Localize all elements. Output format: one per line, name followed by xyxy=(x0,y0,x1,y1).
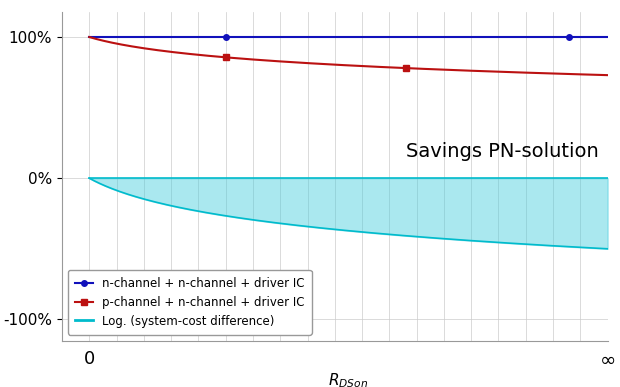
Legend: n-channel + n-channel + driver IC, p-channel + n-channel + driver IC, Log. (syst: n-channel + n-channel + driver IC, p-cha… xyxy=(68,270,312,335)
Text: $R_{DSon}$: $R_{DSon}$ xyxy=(329,372,368,387)
Text: Savings PN-solution: Savings PN-solution xyxy=(405,142,598,161)
Text: 0: 0 xyxy=(84,351,95,368)
Text: $\infty$: $\infty$ xyxy=(600,351,616,370)
